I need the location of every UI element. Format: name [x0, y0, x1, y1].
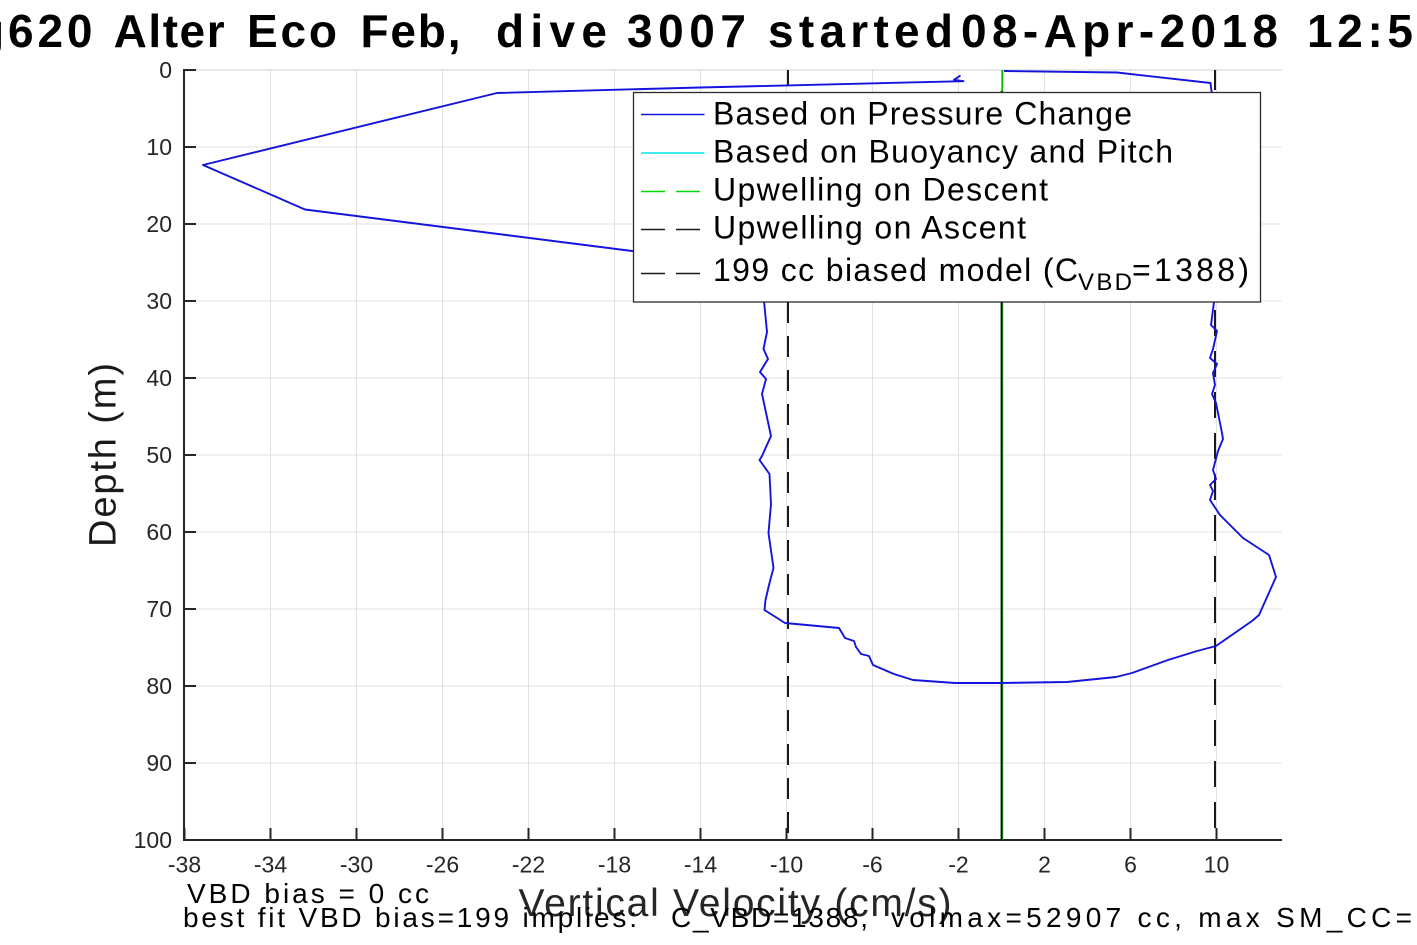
svg-text:Depth (m): Depth (m) — [83, 363, 125, 547]
svg-text:-26: -26 — [426, 852, 459, 878]
svg-text:80: 80 — [146, 673, 172, 699]
svg-text:Upwelling on Descent: Upwelling on Descent — [713, 172, 1048, 208]
svg-text:40: 40 — [146, 365, 172, 391]
svg-text:30: 30 — [146, 288, 172, 314]
svg-text:20: 20 — [146, 211, 172, 237]
svg-text:60: 60 — [146, 519, 172, 545]
svg-text:70: 70 — [146, 596, 172, 622]
svg-text:2: 2 — [1038, 852, 1051, 878]
svg-text:C_VBD=1388,: C_VBD=1388, — [671, 902, 868, 933]
svg-text:50: 50 — [146, 442, 172, 468]
svg-text:dive: dive — [496, 5, 607, 57]
svg-text:90: 90 — [146, 750, 172, 776]
svg-text:100: 100 — [134, 827, 172, 853]
svg-text:volmax=52907 cc, max SM_CC=: volmax=52907 cc, max SM_CC= — [891, 902, 1412, 933]
svg-text:-6: -6 — [862, 852, 882, 878]
svg-text:-34: -34 — [254, 852, 287, 878]
svg-text:-18: -18 — [598, 852, 631, 878]
svg-text:Eco: Eco — [247, 5, 337, 57]
svg-text:Upwelling on Ascent: Upwelling on Ascent — [713, 210, 1026, 246]
svg-text:-38: -38 — [168, 852, 201, 878]
svg-text:Feb,: Feb, — [361, 5, 461, 57]
svg-text:Vertical Velocity (cm/s): Vertical Velocity (cm/s) — [519, 882, 952, 925]
svg-text:-22: -22 — [512, 852, 545, 878]
svg-text:best fit VBD bias=199 implies:: best fit VBD bias=199 implies: — [183, 902, 637, 933]
svg-text:08-Apr-2018: 08-Apr-2018 — [961, 5, 1278, 57]
svg-text:10: 10 — [146, 134, 172, 160]
svg-text:-30: -30 — [340, 852, 373, 878]
svg-text:199 cc biased model (C: 199 cc biased model (C — [713, 252, 1078, 288]
svg-text:Based on Pressure Change: Based on Pressure Change — [713, 96, 1132, 132]
svg-text:-2: -2 — [948, 852, 968, 878]
svg-text:started: started — [768, 5, 953, 57]
svg-text:3007: 3007 — [627, 5, 746, 57]
svg-text:g620: g620 — [0, 5, 93, 57]
svg-text:6: 6 — [1124, 852, 1137, 878]
svg-text:-14: -14 — [684, 852, 717, 878]
svg-text:=1388): =1388) — [1132, 252, 1249, 288]
svg-text:Alter: Alter — [114, 5, 225, 57]
svg-text:12:5: 12:5 — [1307, 5, 1413, 57]
svg-text:VBD: VBD — [1078, 269, 1132, 296]
svg-text:-10: -10 — [770, 852, 803, 878]
svg-text:Based on Buoyancy and Pitch: Based on Buoyancy and Pitch — [713, 134, 1173, 170]
svg-text:10: 10 — [1204, 852, 1230, 878]
svg-text:0: 0 — [159, 57, 172, 83]
